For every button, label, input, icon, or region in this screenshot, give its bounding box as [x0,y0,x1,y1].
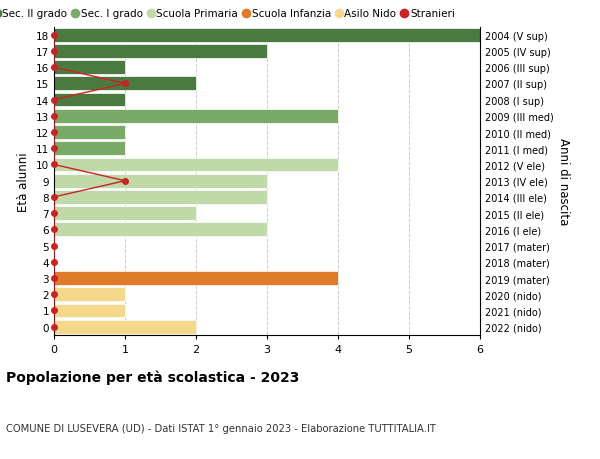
Bar [54,304,125,318]
Bar [54,94,125,107]
Y-axis label: Anni di nascita: Anni di nascita [557,138,570,225]
Bar [54,110,338,123]
Point [120,178,130,185]
Point [49,194,59,201]
Point [49,275,59,282]
Bar [54,29,480,43]
Bar [54,207,196,221]
Bar [54,142,125,156]
Bar [54,320,196,334]
Point [49,129,59,136]
Bar [54,61,125,75]
Point [49,307,59,314]
Bar [54,174,267,188]
Point [49,323,59,330]
Point [49,64,59,72]
Legend: Sec. II grado, Sec. I grado, Scuola Primaria, Scuola Infanzia, Asilo Nido, Stran: Sec. II grado, Sec. I grado, Scuola Prim… [0,9,455,19]
Point [49,113,59,120]
Bar [54,272,338,285]
Point [49,291,59,298]
Point [49,242,59,250]
Y-axis label: Età alunni: Età alunni [17,151,31,211]
Bar [54,158,338,172]
Point [49,97,59,104]
Text: COMUNE DI LUSEVERA (UD) - Dati ISTAT 1° gennaio 2023 - Elaborazione TUTTITALIA.I: COMUNE DI LUSEVERA (UD) - Dati ISTAT 1° … [6,424,436,433]
Bar [54,288,125,302]
Point [49,145,59,152]
Bar [54,126,125,140]
Point [49,226,59,234]
Point [49,32,59,39]
Point [49,48,59,56]
Bar [54,223,267,237]
Bar [54,45,267,59]
Text: Popolazione per età scolastica - 2023: Popolazione per età scolastica - 2023 [6,369,299,384]
Point [49,258,59,266]
Bar [54,77,196,91]
Point [49,162,59,169]
Bar [54,190,267,204]
Point [49,210,59,218]
Point [120,80,130,88]
